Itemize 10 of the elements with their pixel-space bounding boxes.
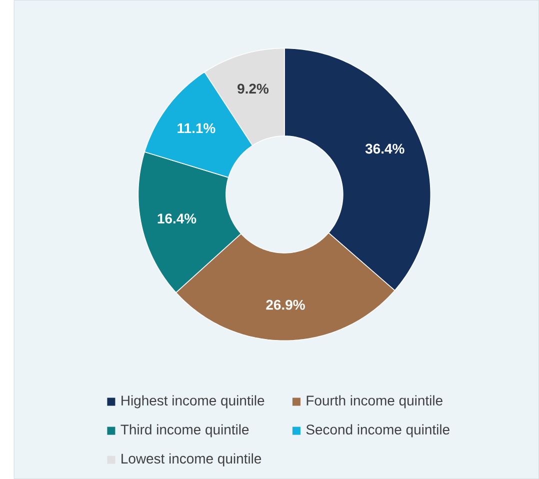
legend-label: Fourth income quintile (306, 395, 442, 408)
data-label: 11.1% (178, 123, 216, 134)
legend-label: Second income quintile (306, 424, 450, 438)
data-label: 16.4% (158, 214, 196, 224)
data-label: 26.9% (266, 300, 305, 310)
data-label: 36.4% (365, 144, 404, 154)
legend-label: Third income quintile (120, 424, 249, 438)
legend-label: Highest income quintile (122, 395, 264, 408)
legend-label: Lowest income quintile (122, 453, 262, 466)
data-label: 9.2% (238, 84, 269, 94)
